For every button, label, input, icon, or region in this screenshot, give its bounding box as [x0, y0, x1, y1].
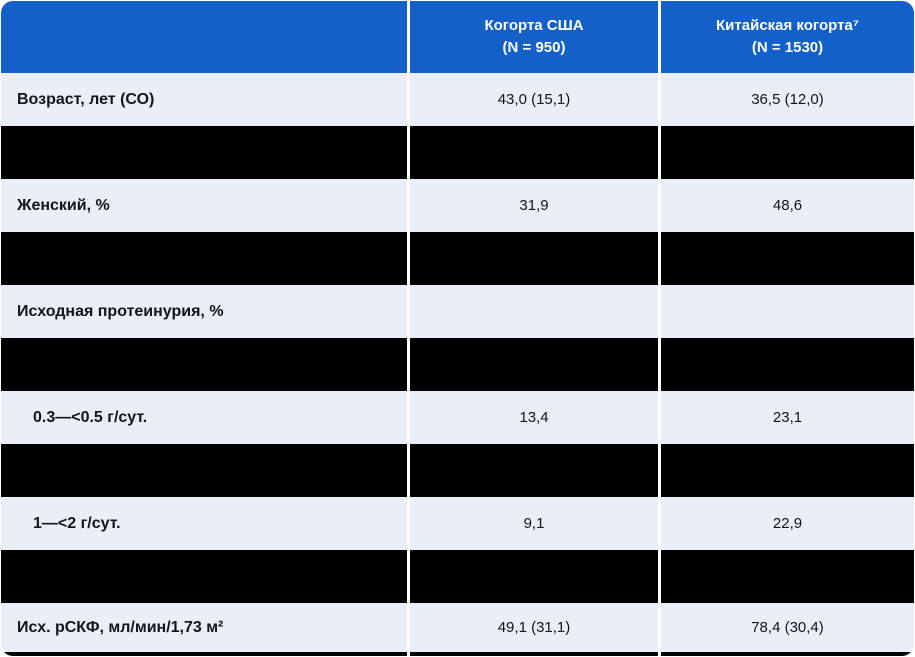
- us-value-cell: [410, 285, 658, 338]
- table-body: Возраст, лет (СО) 43,0 (15,1) 36,5 (12,0) Ж…: [1, 73, 914, 656]
- row-label-cell: Исходная протеинурия, %: [1, 285, 407, 338]
- redacted-cell: [661, 338, 914, 391]
- china-value-cell: 78,4 (30,4): [661, 603, 914, 652]
- table-row: Исх. рСКФ, мл/мин/1,73 м² 49,1 (31,1) 78,4…: [1, 603, 914, 652]
- redacted-cell: [1, 232, 407, 285]
- us-value-cell: 31,9: [410, 179, 658, 232]
- header-cell-empty: [1, 1, 407, 73]
- redacted-row: [1, 652, 914, 656]
- us-value-cell: 13,4: [410, 391, 658, 444]
- redacted-cell: [661, 652, 914, 656]
- redacted-row: [1, 550, 914, 603]
- china-value-cell: [661, 285, 914, 338]
- china-value-cell: 48,6: [661, 179, 914, 232]
- table-row: Возраст, лет (СО) 43,0 (15,1) 36,5 (12,0): [1, 73, 914, 126]
- redacted-cell: [1, 126, 407, 179]
- redacted-cell: [410, 126, 658, 179]
- redacted-cell: [410, 652, 658, 656]
- redacted-cell: [1, 444, 407, 497]
- redacted-row: [1, 338, 914, 391]
- redacted-row: [1, 232, 914, 285]
- china-cohort-n: (N = 1530): [751, 39, 824, 56]
- us-cohort-title: Когорта США: [484, 17, 584, 35]
- redacted-cell: [661, 444, 914, 497]
- china-value-cell: 36,5 (12,0): [661, 73, 914, 126]
- redacted-cell: [410, 444, 658, 497]
- redacted-cell: [1, 338, 407, 391]
- redacted-row: [1, 126, 914, 179]
- redacted-row: [1, 444, 914, 497]
- us-value-cell: 43,0 (15,1): [410, 73, 658, 126]
- header-cell-us-cohort: Когорта США (N = 950): [410, 1, 658, 73]
- table-row: Женский, % 31,9 48,6: [1, 179, 914, 232]
- redacted-cell: [661, 232, 914, 285]
- redacted-cell: [661, 126, 914, 179]
- header-cell-china-cohort: Китайская когорта⁷ (N = 1530): [661, 1, 914, 73]
- redacted-cell: [410, 232, 658, 285]
- row-label-cell: Исх. рСКФ, мл/мин/1,73 м²: [1, 603, 407, 652]
- row-label-cell: 1—<2 г/сут.: [1, 497, 407, 550]
- us-value-cell: 49,1 (31,1): [410, 603, 658, 652]
- table-header-row: Когорта США (N = 950) Китайская когорта⁷…: [1, 1, 914, 73]
- redacted-cell: [410, 550, 658, 603]
- redacted-cell: [1, 652, 407, 656]
- table-row: 1—<2 г/сут. 9,1 22,9: [1, 497, 914, 550]
- redacted-cell: [661, 550, 914, 603]
- us-value-cell: 9,1: [410, 497, 658, 550]
- row-label-cell: Возраст, лет (СО): [1, 73, 407, 126]
- table-row: 0.3—<0.5 г/сут. 13,4 23,1: [1, 391, 914, 444]
- us-cohort-n: (N = 950): [502, 39, 566, 56]
- china-value-cell: 22,9: [661, 497, 914, 550]
- china-cohort-title: Китайская когорта⁷: [716, 17, 859, 35]
- redacted-cell: [1, 550, 407, 603]
- china-value-cell: 23,1: [661, 391, 914, 444]
- table-row: Исходная протеинурия, %: [1, 285, 914, 338]
- row-label-cell: Женский, %: [1, 179, 407, 232]
- row-label-cell: 0.3—<0.5 г/сут.: [1, 391, 407, 444]
- redacted-cell: [410, 338, 658, 391]
